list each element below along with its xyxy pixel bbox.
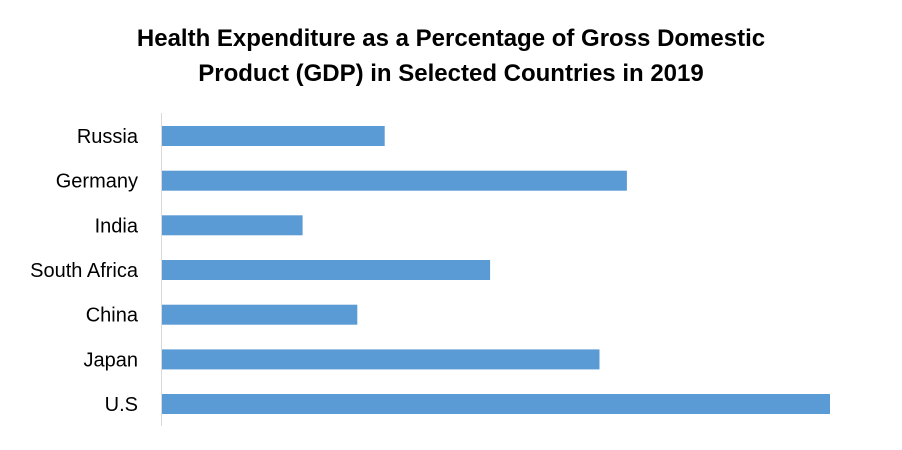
bar-south-africa (162, 260, 491, 280)
bar-russia (162, 126, 385, 146)
category-label-india: India (95, 215, 139, 237)
category-labels-group: Russia Germany India South Africa China Japan… (30, 126, 139, 416)
bar-japan (162, 349, 600, 370)
chart-title-line-1: Health Expenditure as a Percentage of Gr… (137, 25, 765, 52)
category-label-south-africa: South Africa (30, 260, 139, 282)
bar-germany (162, 170, 627, 191)
category-label-germany: Germany (56, 171, 138, 193)
chart-title-line-2: Product (GDP) in Selected Countries in 2… (198, 60, 703, 87)
category-label-u-s: U.S (105, 394, 138, 416)
bar-china (162, 304, 358, 325)
bar-india (162, 215, 303, 236)
bars-group (162, 126, 830, 414)
category-label-china: China (86, 305, 139, 327)
bar-u-s (162, 394, 830, 414)
category-label-japan: Japan (84, 349, 139, 371)
category-label-russia: Russia (77, 126, 139, 148)
